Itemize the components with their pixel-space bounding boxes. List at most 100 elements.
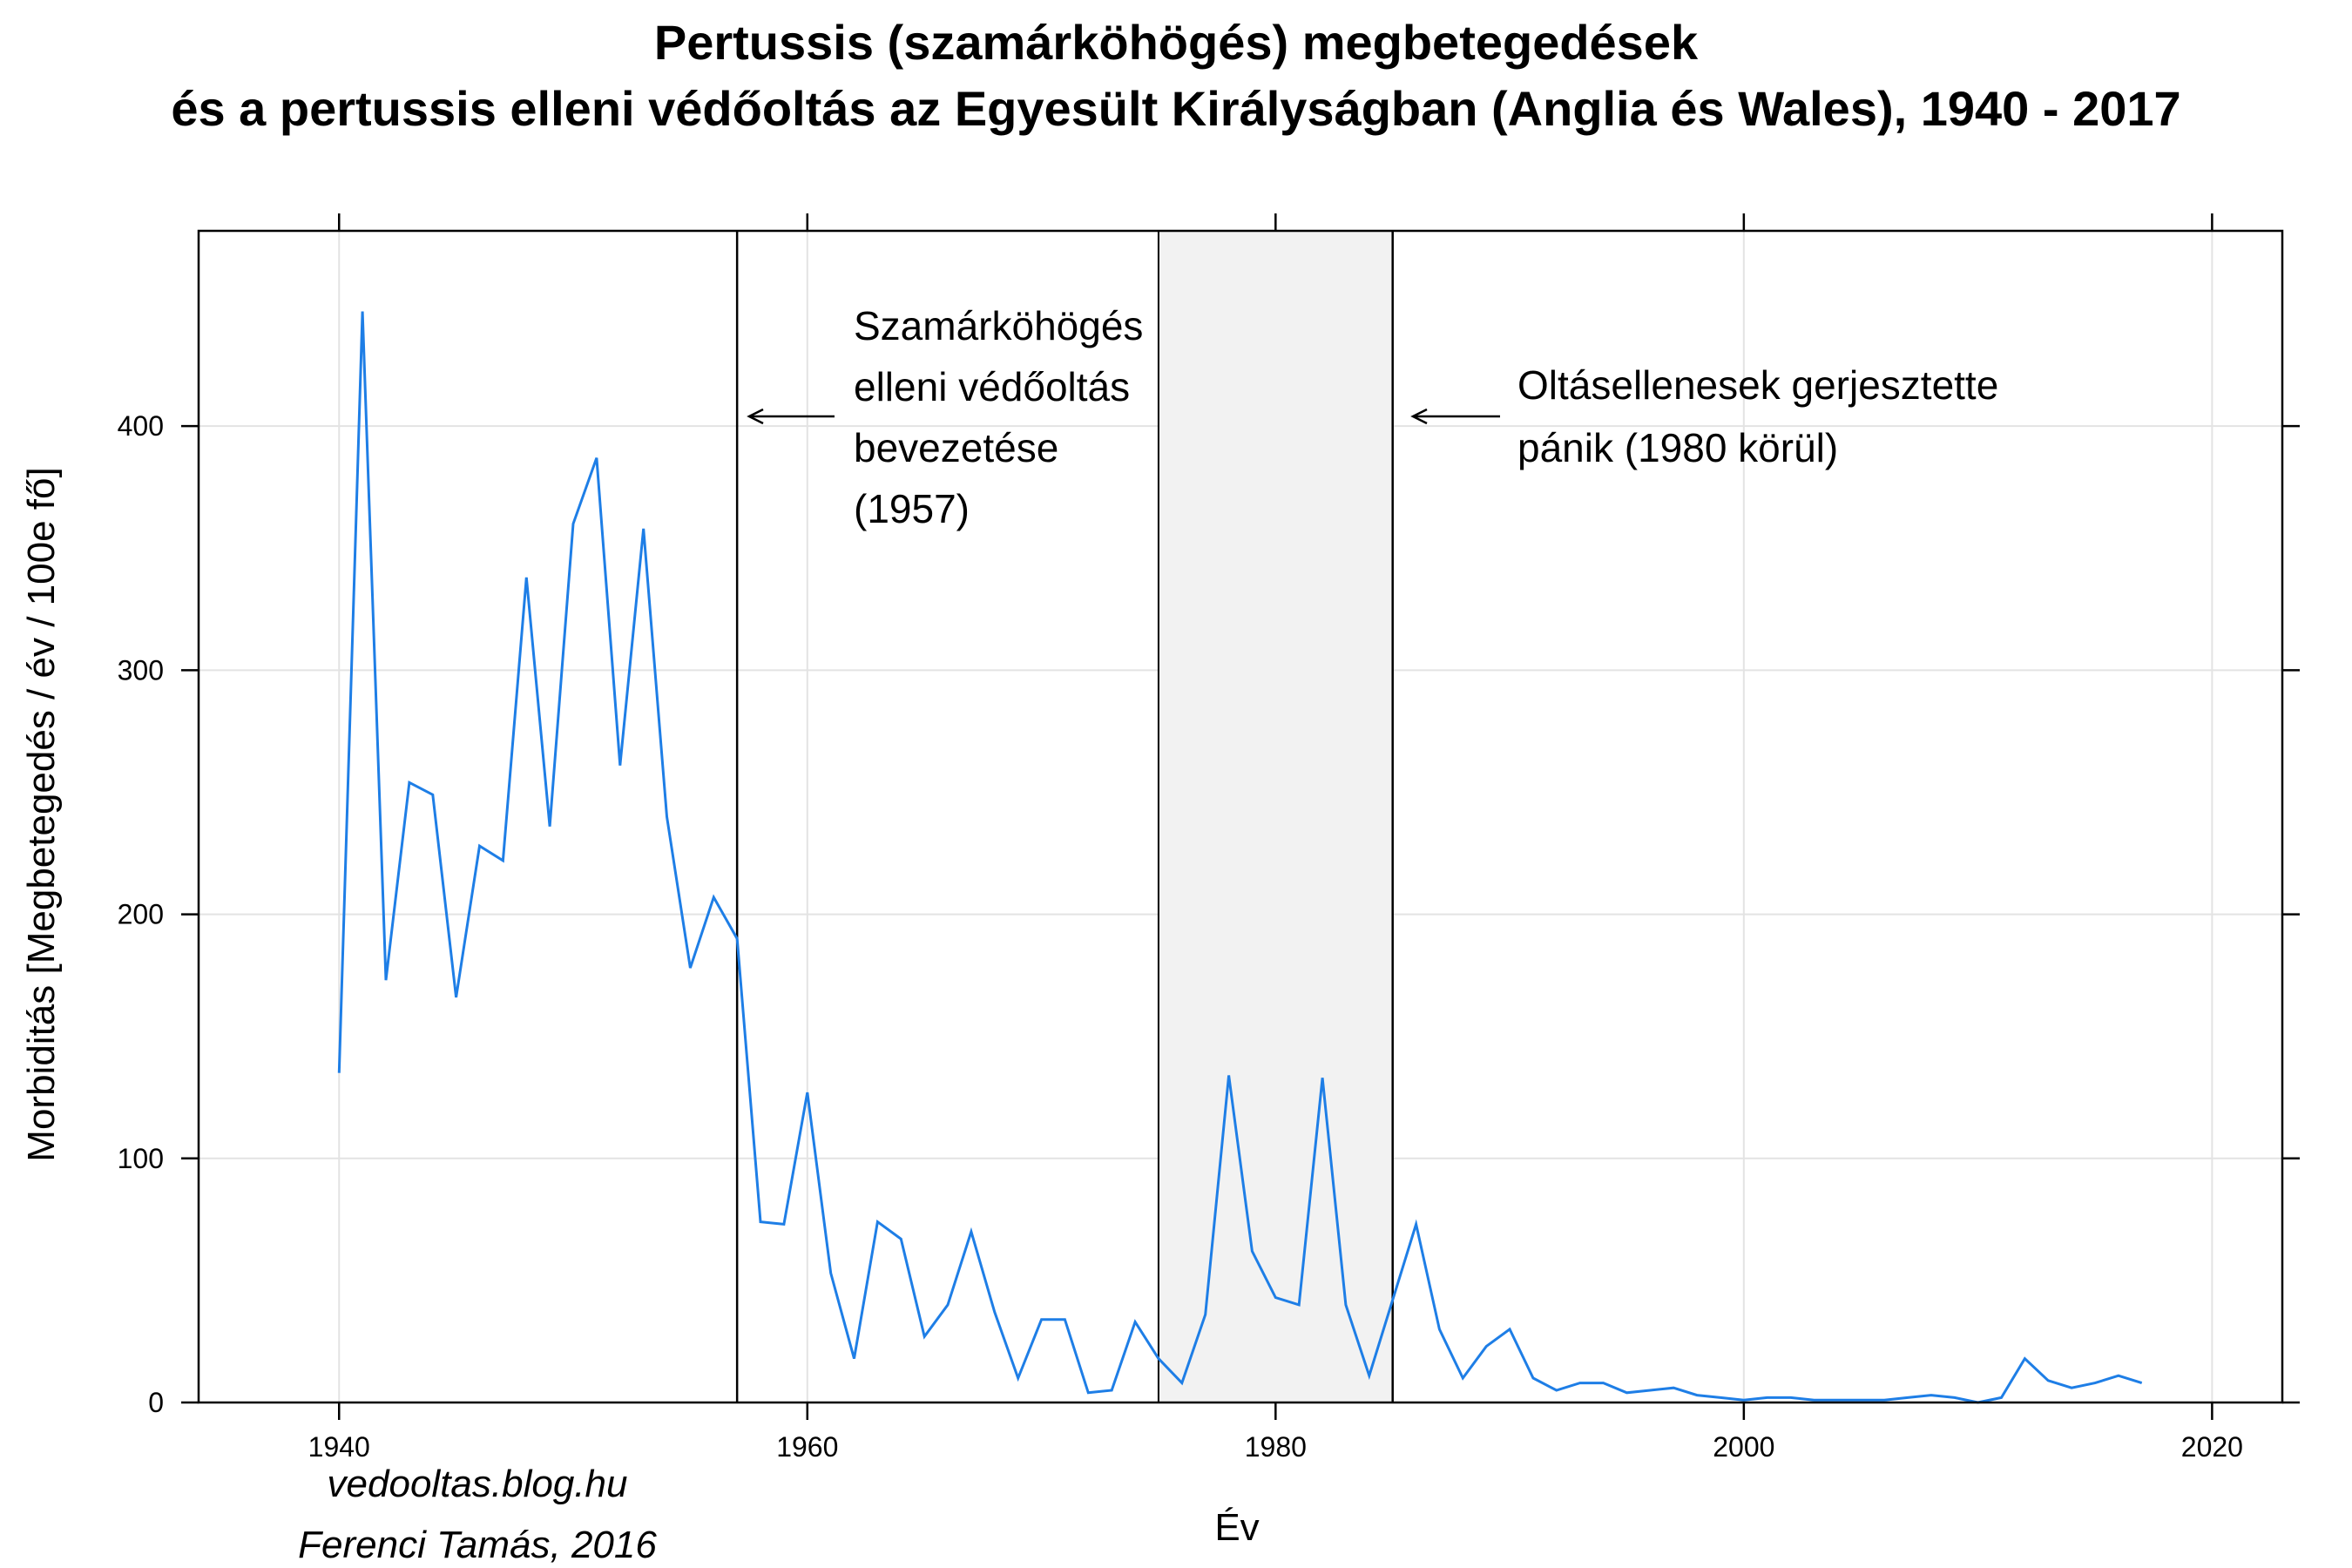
y-axis-label: Morbiditás [Megbetegedés / év / 100e fő] xyxy=(20,467,63,1161)
shaded-region-1975-1985 xyxy=(1157,230,1394,1403)
data-point-1973 xyxy=(1110,1389,1113,1392)
annotation-vaccination-line-2: elleni védőoltás xyxy=(854,364,1130,409)
y-tick-label-200: 200 xyxy=(118,899,164,930)
data-point-1978 xyxy=(1227,1074,1231,1078)
data-point-1946 xyxy=(478,844,482,848)
data-point-1993 xyxy=(1578,1382,1582,1385)
data-point-1995 xyxy=(1625,1391,1628,1395)
data-point-2006 xyxy=(1882,1398,1886,1402)
data-point-1994 xyxy=(1602,1382,1605,1385)
data-point-1963 xyxy=(875,1220,879,1224)
x-tick-label-1980: 1980 xyxy=(1245,1431,1307,1463)
annotation-vaccination-line-4: (1957) xyxy=(854,486,970,531)
data-point-2015 xyxy=(2093,1382,2097,1385)
data-point-1968 xyxy=(993,1310,997,1314)
data-point-2016 xyxy=(2117,1374,2120,1377)
data-point-1942 xyxy=(384,978,388,982)
x-axis-label: Év xyxy=(1214,1506,1259,1549)
data-point-1998 xyxy=(1695,1394,1699,1397)
data-point-1987 xyxy=(1437,1328,1441,1331)
data-point-2014 xyxy=(2070,1386,2073,1389)
data-point-1964 xyxy=(899,1237,902,1240)
data-point-1966 xyxy=(946,1303,950,1307)
data-point-1983 xyxy=(1344,1303,1348,1307)
y-tick-label-0: 0 xyxy=(148,1387,164,1418)
data-point-1965 xyxy=(923,1335,926,1338)
plot-frame xyxy=(197,229,2284,1404)
y-tick-label-100: 100 xyxy=(118,1143,164,1174)
data-point-2009 xyxy=(1953,1396,1957,1399)
x-tick-label-1940: 1940 xyxy=(308,1431,370,1463)
data-point-1975 xyxy=(1157,1357,1160,1361)
data-point-1979 xyxy=(1250,1249,1254,1253)
data-point-2007 xyxy=(1906,1396,1909,1399)
data-point-1951 xyxy=(595,456,598,460)
axis-tick-labels: 1940 1960 1980 2000 2020 0 100 200 300 400 xyxy=(118,410,2243,1463)
annotation-antivax-line-1: Oltásellenesek gerjesztette xyxy=(1517,362,1998,408)
vertical-reference-lines xyxy=(735,231,1394,1402)
arrow-head-antivax xyxy=(1410,408,1428,425)
data-point-1959 xyxy=(782,1222,786,1226)
data-point-2008 xyxy=(1930,1394,1933,1397)
data-point-2003 xyxy=(1812,1398,1815,1402)
data-point-1949 xyxy=(548,825,551,828)
data-point-1996 xyxy=(1648,1389,1652,1392)
arrow-head-vaccination xyxy=(747,408,764,425)
data-point-1988 xyxy=(1461,1376,1464,1380)
data-point-1956 xyxy=(712,896,715,899)
data-point-1953 xyxy=(642,527,645,531)
data-point-1977 xyxy=(1204,1313,1207,1316)
data-point-1958 xyxy=(759,1220,762,1224)
data-point-1944 xyxy=(431,793,435,796)
credit-blog: vedooltas.blog.hu xyxy=(328,1463,628,1505)
data-point-1991 xyxy=(1531,1376,1535,1380)
data-point-1989 xyxy=(1484,1345,1488,1348)
data-point-1990 xyxy=(1508,1328,1511,1331)
annotations: Szamárköhögés elleni védőoltás bevezetés… xyxy=(747,303,1998,531)
annotation-antivax-line-2: pánik (1980 körül) xyxy=(1517,425,1838,470)
data-point-1952 xyxy=(618,764,622,767)
annotation-vaccination-line-1: Szamárköhögés xyxy=(854,303,1143,348)
data-point-1945 xyxy=(455,996,458,999)
data-point-2017 xyxy=(2140,1382,2144,1385)
x-tick-label-1960: 1960 xyxy=(776,1431,838,1463)
chart-title-line-1: Pertussis (szamárköhögés) megbetegedések xyxy=(654,15,1699,70)
data-point-2013 xyxy=(2046,1379,2050,1382)
x-tick-label-2020: 2020 xyxy=(2181,1431,2243,1463)
data-point-2004 xyxy=(1835,1398,1839,1402)
data-point-1947 xyxy=(501,859,504,862)
data-point-1967 xyxy=(970,1230,973,1233)
data-point-1971 xyxy=(1063,1318,1066,1321)
data-point-1961 xyxy=(829,1271,833,1274)
data-point-1982 xyxy=(1321,1076,1324,1079)
data-point-2002 xyxy=(1789,1396,1793,1399)
y-tick-label-300: 300 xyxy=(118,654,164,686)
y-tick-label-400: 400 xyxy=(118,410,164,442)
data-point-1981 xyxy=(1297,1303,1301,1307)
data-point-1985 xyxy=(1391,1298,1395,1301)
data-point-1954 xyxy=(666,815,669,819)
data-point-1960 xyxy=(806,1091,809,1094)
data-point-1943 xyxy=(408,781,411,784)
data-point-1974 xyxy=(1133,1321,1137,1324)
data-point-1992 xyxy=(1555,1389,1558,1392)
data-point-2001 xyxy=(1766,1396,1769,1399)
data-point-1999 xyxy=(1719,1396,1722,1399)
chart-title-line-2: és a pertussis elleni védőoltás az Egyes… xyxy=(171,81,2180,136)
data-point-1986 xyxy=(1415,1222,1418,1226)
data-point-1955 xyxy=(688,966,692,970)
data-point-1980 xyxy=(1274,1296,1277,1300)
data-point-1970 xyxy=(1040,1318,1044,1321)
annotation-vaccination-line-3: bevezetése xyxy=(854,425,1058,470)
data-point-2012 xyxy=(2023,1357,2026,1361)
credit-author: Ferenci Tamás, 2016 xyxy=(298,1524,657,1566)
data-point-1976 xyxy=(1180,1382,1184,1385)
x-tick-label-2000: 2000 xyxy=(1713,1431,1774,1463)
data-point-2000 xyxy=(1742,1398,1746,1402)
axis-ticks xyxy=(181,213,2300,1420)
data-point-1941 xyxy=(361,309,364,313)
data-point-1940 xyxy=(337,1071,341,1075)
data-point-1997 xyxy=(1672,1386,1675,1389)
data-point-1948 xyxy=(524,576,528,579)
